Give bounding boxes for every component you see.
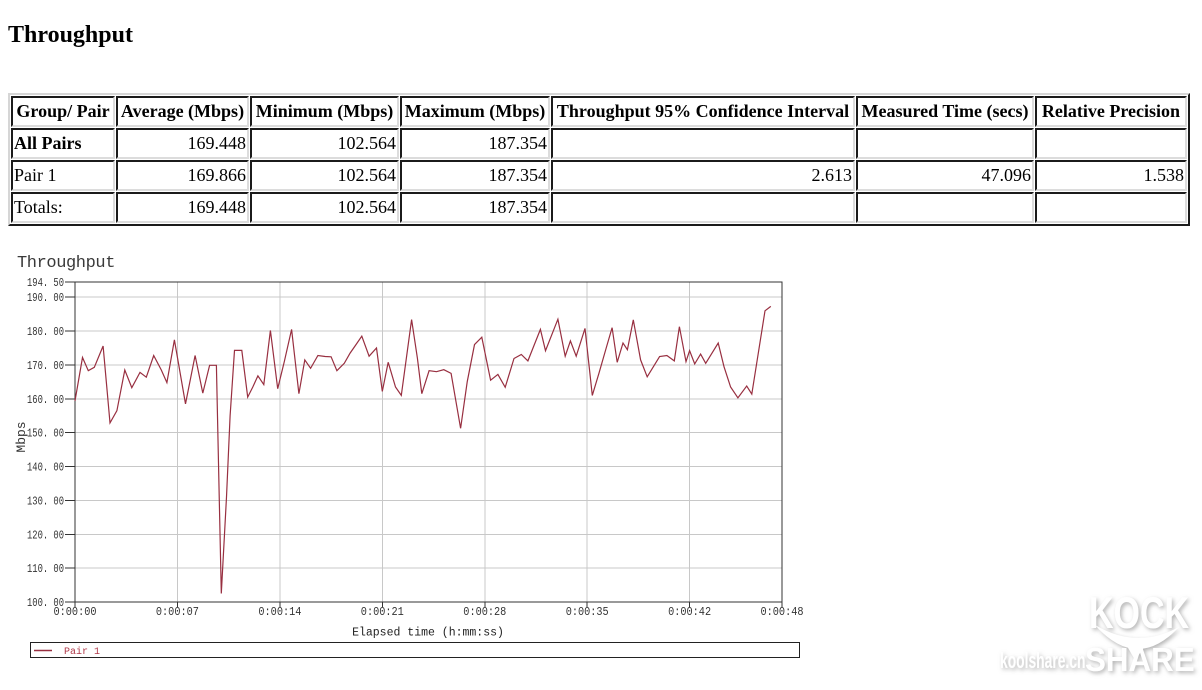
svg-text:130. 00: 130. 00 bbox=[27, 494, 64, 508]
svg-text:0:00:42: 0:00:42 bbox=[668, 605, 711, 619]
svg-text:100. 00: 100. 00 bbox=[27, 596, 64, 610]
svg-text:180. 00: 180. 00 bbox=[27, 325, 64, 339]
svg-text:194. 50: 194. 50 bbox=[27, 276, 64, 290]
svg-text:0:00:28: 0:00:28 bbox=[463, 605, 506, 619]
svg-text:0:00:14: 0:00:14 bbox=[258, 605, 301, 619]
svg-text:120. 00: 120. 00 bbox=[27, 528, 64, 542]
svg-text:150. 00: 150. 00 bbox=[27, 427, 64, 441]
svg-text:170. 00: 170. 00 bbox=[27, 359, 64, 373]
svg-text:Mbps: Mbps bbox=[14, 421, 29, 452]
svg-text:0:00:48: 0:00:48 bbox=[761, 605, 804, 619]
svg-text:Throughput: Throughput bbox=[17, 254, 115, 273]
svg-text:Elapsed time (h:mm:ss): Elapsed time (h:mm:ss) bbox=[352, 627, 504, 640]
svg-text:0:00:21: 0:00:21 bbox=[361, 605, 404, 619]
svg-text:140. 00: 140. 00 bbox=[27, 461, 64, 475]
svg-text:0:00:35: 0:00:35 bbox=[566, 605, 609, 619]
svg-text:KOCK: KOCK bbox=[1089, 589, 1190, 638]
svg-text:koolshare.cn: koolshare.cn bbox=[1000, 648, 1085, 673]
svg-text:190. 00: 190. 00 bbox=[27, 291, 64, 305]
svg-text:0:00:07: 0:00:07 bbox=[156, 605, 199, 619]
svg-text:SHARE: SHARE bbox=[1085, 641, 1195, 678]
svg-text:0:00:00: 0:00:00 bbox=[54, 605, 97, 619]
svg-text:160. 00: 160. 00 bbox=[27, 393, 64, 407]
svg-text:Pair 1: Pair 1 bbox=[64, 646, 100, 658]
svg-text:110. 00: 110. 00 bbox=[27, 562, 64, 576]
